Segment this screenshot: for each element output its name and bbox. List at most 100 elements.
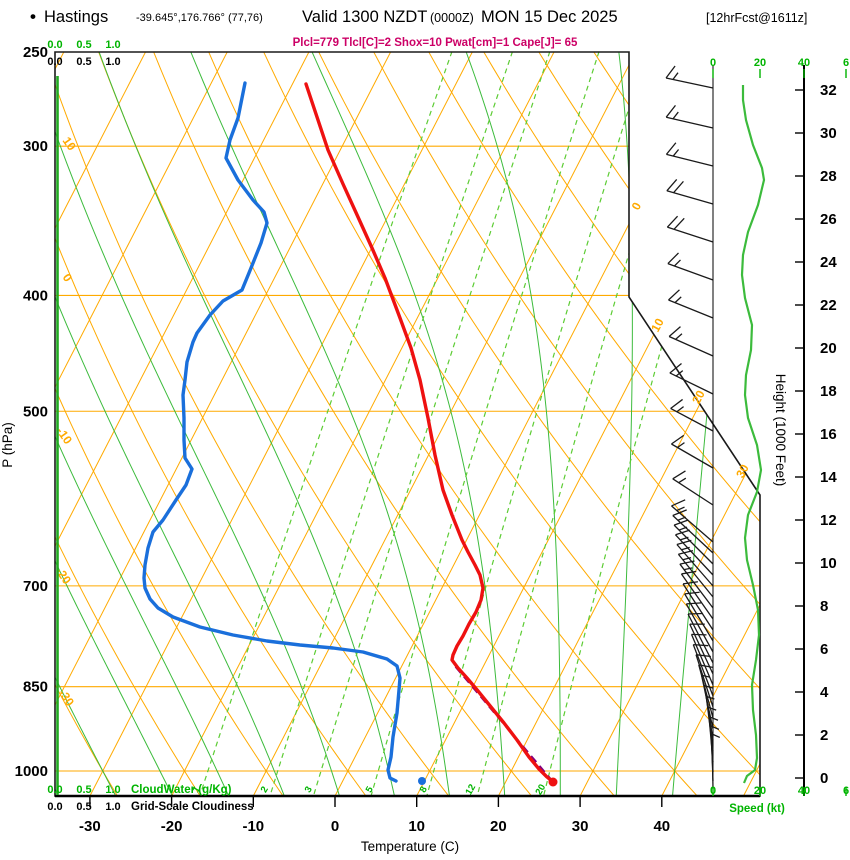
wind-barb — [675, 529, 714, 576]
dewpoint-curve — [142, 81, 402, 783]
pressure-tick-label: 250 — [23, 44, 48, 61]
zulu-time: (0000Z) — [430, 11, 474, 25]
barb-staff — [689, 623, 714, 675]
barb-feather — [672, 149, 680, 157]
wind-barb — [680, 570, 714, 620]
temperature-tick-label: -10 — [242, 818, 264, 835]
moist-adiabat-line — [98, 52, 396, 796]
skewt-grid — [55, 52, 760, 796]
pressure-axis-label: P (hPa) — [0, 422, 15, 468]
barb-feather — [704, 685, 713, 689]
barb-feather — [671, 499, 686, 507]
barb-feather — [701, 674, 710, 678]
barb-feather — [681, 570, 697, 575]
barb-staff — [671, 505, 714, 543]
moist-adiabat-line — [55, 52, 341, 796]
barb-feather — [667, 252, 679, 265]
height-tick-label: 6 — [820, 641, 828, 658]
barb-feather — [673, 217, 685, 230]
wind-barb — [695, 654, 714, 708]
wind-barb — [679, 560, 714, 609]
wind-barbs — [665, 65, 721, 790]
dry-adiabat-line — [538, 52, 760, 796]
mixing-ratio-value-label: 8 — [418, 785, 430, 795]
barb-feather — [672, 72, 679, 80]
wind-barb — [665, 65, 714, 89]
isotherm-line — [497, 52, 760, 796]
barb-staff — [676, 544, 714, 587]
height-tick-label: 16 — [820, 426, 837, 443]
moist-adiabat-line — [55, 52, 230, 796]
barb-staff — [684, 593, 714, 642]
barb-staff — [668, 335, 714, 357]
barb-feather — [678, 526, 688, 531]
barb-feather — [682, 557, 692, 561]
barb-feather — [686, 602, 702, 605]
moist-adiabat-line — [311, 52, 506, 796]
cloudwater-scale-tick: 0.0 — [47, 39, 62, 51]
barb-feather — [683, 567, 693, 571]
height-tick-label: 22 — [820, 297, 837, 314]
dry-adiabat-line — [98, 52, 533, 796]
cloudiness-scale-tick: 1.0 — [105, 801, 120, 813]
wind-barb — [672, 470, 714, 506]
barb-feather — [669, 363, 682, 374]
temperature-tick-label: -20 — [161, 818, 183, 835]
barb-staff — [673, 524, 714, 565]
barb-feather — [676, 539, 692, 546]
dry-adiabat-line — [153, 52, 616, 796]
isotherm-value-label: 10 — [648, 316, 667, 335]
barb-staff — [680, 573, 714, 620]
speed-tick-label: 40 — [798, 57, 810, 69]
height-tick-label: 2 — [820, 727, 828, 744]
barb-staff — [677, 553, 714, 598]
dry-adiabat-line — [483, 52, 760, 796]
barb-staff — [672, 515, 714, 554]
cloudiness-scale-tick: 1.0 — [105, 56, 120, 68]
barb-staff — [711, 733, 714, 790]
height-tick-label: 10 — [820, 555, 837, 572]
barb-staff — [671, 443, 714, 469]
wind-speed-curve — [740, 85, 766, 784]
wind-barb — [689, 623, 714, 675]
cloudiness-scale-tick: 0.5 — [76, 56, 91, 68]
height-tick-label: 28 — [820, 168, 837, 185]
isotherm-value-label: 0 — [629, 200, 645, 213]
mixing-ratio-line — [199, 52, 453, 796]
isotherm-line — [252, 52, 637, 796]
moist-adiabat-line — [465, 52, 561, 796]
barb-feather — [674, 259, 681, 267]
barb-staff — [672, 478, 714, 506]
barb-feather — [676, 506, 685, 512]
mixing-ratio-value-label: 2 — [259, 785, 271, 795]
height-axis-label: Height (1000 Feet) — [773, 374, 788, 487]
dry-adiabat-line — [55, 52, 450, 796]
height-tick-label: 8 — [820, 598, 828, 615]
mixing-ratio-value-label: 3 — [303, 785, 315, 795]
speed-axis-label: Speed (kt) — [729, 803, 785, 815]
wind-barb — [687, 612, 714, 664]
temperature-tick-label: 30 — [572, 818, 589, 835]
cloudwater-scale-tick: 0.5 — [76, 39, 91, 51]
barb-staff — [687, 613, 714, 664]
barb-feather — [670, 398, 683, 409]
title-bullet: • — [30, 7, 36, 26]
wind-barb — [667, 252, 714, 281]
isotherm-line — [171, 52, 555, 796]
temperature-tick-label: 40 — [653, 818, 670, 835]
cloudwater-scale-tick: 1.0 — [105, 784, 120, 796]
isotherm-line — [55, 52, 228, 796]
surface-temperature-dot — [548, 777, 558, 787]
barb-feather — [668, 289, 680, 301]
moist-adiabat-line — [55, 52, 174, 796]
height-tick-label: 4 — [820, 684, 829, 701]
barb-feather — [675, 529, 690, 536]
barb-staff — [667, 226, 714, 243]
barb-feather — [674, 296, 682, 304]
speed-tick-label: 0 — [710, 57, 716, 69]
barb-feather — [677, 516, 687, 521]
valid-date: MON 15 Dec 2025 — [481, 8, 618, 26]
wind-barb — [669, 363, 714, 395]
wind-barb — [673, 519, 714, 565]
